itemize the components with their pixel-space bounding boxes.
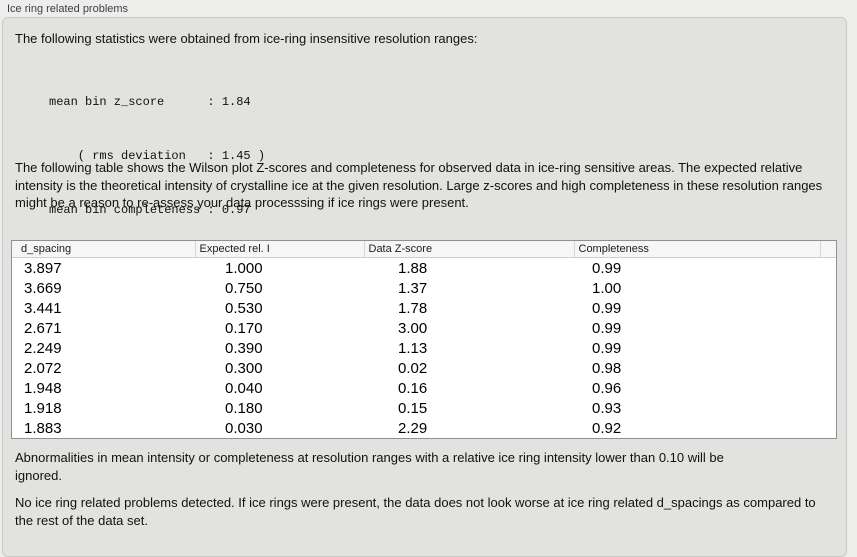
table-body: 3.897 1.000 1.88 0.99 3.669 0.750 1.37 1.00 3.44… [12, 258, 836, 439]
table-cell: 1.00 [592, 279, 622, 297]
table-cell-filler [820, 338, 836, 358]
column-header-data-z-score[interactable]: Data Z-score [363, 241, 574, 258]
table-cell-filler [820, 298, 836, 318]
table-cell: 1.000 [225, 259, 263, 277]
table-cell: 3.897 [24, 259, 62, 277]
table-cell: 3.441 [24, 299, 62, 317]
table-cell: 2.29 [398, 419, 428, 437]
table-cell: 1.948 [24, 379, 62, 397]
table-row[interactable]: 3.441 0.530 1.78 0.99 [12, 298, 836, 318]
column-header-expected-rel-i[interactable]: Expected rel. I [194, 241, 364, 258]
table-cell-filler [820, 258, 836, 279]
table-cell: 3.00 [398, 319, 428, 337]
table-cell: 0.92 [592, 419, 622, 437]
table-row[interactable]: 3.897 1.000 1.88 0.99 [12, 258, 836, 279]
table-row[interactable]: 1.918 0.180 0.15 0.93 [12, 398, 836, 418]
table-cell: 1.883 [24, 419, 62, 437]
table-cell: 3.669 [24, 279, 62, 297]
table-cell: 1.918 [24, 399, 62, 417]
table-cell: 0.16 [398, 379, 428, 397]
table-cell-filler [820, 358, 836, 378]
table-cell: 2.072 [24, 359, 62, 377]
table-cell: 0.98 [592, 359, 622, 377]
table-row[interactable]: 1.883 0.030 2.29 0.92 [12, 418, 836, 438]
table-cell: 0.170 [225, 319, 263, 337]
table-cell-filler [820, 398, 836, 418]
table-cell: 0.96 [592, 379, 622, 397]
table-cell: 0.99 [592, 299, 622, 317]
group-box-title: Ice ring related problems [7, 3, 129, 15]
table-cell-filler [820, 418, 836, 438]
stat-line-mean-z-score: mean bin z_score : 1.84 [49, 95, 251, 109]
table-cell: 0.93 [592, 399, 622, 417]
table-row[interactable]: 2.072 0.300 0.02 0.98 [12, 358, 836, 378]
table-cell: 0.02 [398, 359, 428, 377]
table-cell: 0.530 [225, 299, 263, 317]
ignore-note-text: Abnormalities in mean intensity or compl… [15, 450, 724, 483]
table-cell: 1.37 [398, 279, 428, 297]
ice-ring-panel: The following statistics were obtained f… [2, 17, 847, 557]
table-cell: 0.180 [225, 399, 263, 417]
table-row[interactable]: 2.671 0.170 3.00 0.99 [12, 318, 836, 338]
table-cell: 2.671 [24, 319, 62, 337]
table-cell: 0.390 [225, 339, 263, 357]
table-cell-filler [820, 278, 836, 298]
table-cell-filler [820, 318, 836, 338]
table-cell: 1.88 [398, 259, 428, 277]
table-cell: 0.030 [225, 419, 263, 437]
column-header-completeness[interactable]: Completeness [573, 241, 820, 258]
table-row[interactable]: 2.249 0.390 1.13 0.99 [12, 338, 836, 358]
table-cell: 1.78 [398, 299, 428, 317]
table-cell: 1.13 [398, 339, 428, 357]
table-cell: 2.249 [24, 339, 62, 357]
table-header-row: d_spacing Expected rel. I Data Z-score Comp… [12, 241, 836, 258]
ice-ring-table[interactable]: d_spacing Expected rel. I Data Z-score Comp… [11, 240, 837, 439]
table-cell-filler [820, 378, 836, 398]
conclusion-text: No ice ring related problems detected. I… [15, 495, 816, 528]
table-cell: 0.040 [225, 379, 263, 397]
table-cell: 0.99 [592, 319, 622, 337]
stat-line-z-rms-deviation: ( rms deviation : 1.45 ) [49, 149, 266, 163]
column-header-filler [819, 241, 836, 258]
table-cell: 0.15 [398, 399, 428, 417]
table-description-text: The following table shows the Wilson plo… [15, 160, 823, 210]
table-cell: 0.300 [225, 359, 263, 377]
table-row[interactable]: 3.669 0.750 1.37 1.00 [12, 278, 836, 298]
table-cell: 0.99 [592, 259, 622, 277]
stat-line-mean-completeness: mean bin completeness : 0.97 [49, 203, 251, 217]
intro-text: The following statistics were obtained f… [15, 31, 478, 46]
table-cell: 0.750 [225, 279, 263, 297]
table-row[interactable]: 1.948 0.040 0.16 0.96 [12, 378, 836, 398]
table-cell: 0.99 [592, 339, 622, 357]
column-header-d-spacing[interactable]: d_spacing [12, 241, 195, 258]
